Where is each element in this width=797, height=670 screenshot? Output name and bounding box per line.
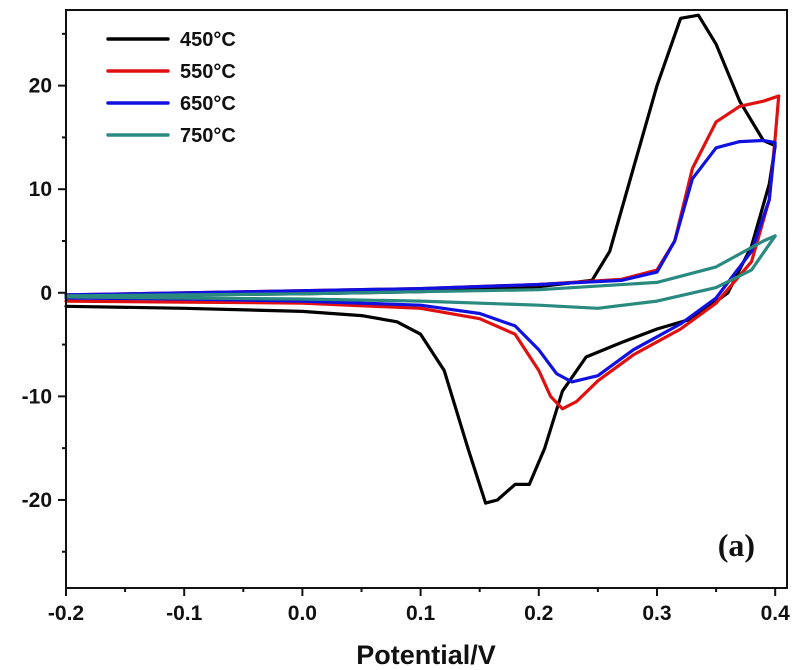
x-axis: -0.2 -0.1 0.0 0.1 0.2 0.3 0.4: [48, 588, 790, 625]
axes-frame: [65, 9, 788, 589]
x-axis-title: Potential/V: [356, 640, 496, 670]
legend-label-3: 750°C: [180, 125, 236, 147]
panel-label: (a): [718, 527, 755, 563]
y-tick-label: -20: [22, 489, 52, 512]
legend: 450°C 550°C 650°C 750°C: [106, 29, 236, 147]
x-tick-label: -0.1: [166, 602, 203, 625]
x-tick-label: 0.1: [406, 602, 436, 625]
legend-label-1: 550°C: [180, 61, 236, 83]
x-tick-label: 0.0: [288, 602, 317, 625]
series-line-3: [64, 234, 777, 310]
series-line-2: [64, 138, 777, 384]
y-tick-label: -10: [22, 385, 52, 408]
series-layer: [64, 13, 781, 505]
y-tick-label: 10: [29, 178, 52, 201]
x-tick-label: 0.3: [642, 602, 671, 625]
y-tick-label: 0: [40, 282, 52, 305]
y-axis: -20 -10 0 10 20: [22, 32, 66, 553]
x-tick-label: 0.2: [524, 602, 553, 625]
legend-label-2: 650°C: [180, 93, 236, 115]
legend-label-0: 450°C: [180, 29, 236, 51]
y-tick-label: 20: [29, 75, 52, 98]
x-tick-label: 0.4: [761, 602, 791, 625]
x-tick-label: -0.2: [48, 602, 84, 625]
